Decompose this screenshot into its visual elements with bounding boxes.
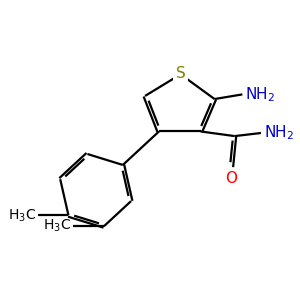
Text: H$_3$C: H$_3$C	[43, 218, 71, 235]
Text: O: O	[226, 171, 238, 186]
Text: H$_3$C: H$_3$C	[8, 207, 36, 224]
Text: S: S	[176, 66, 185, 81]
Text: NH$_2$: NH$_2$	[245, 85, 276, 104]
Text: NH$_2$: NH$_2$	[264, 124, 294, 142]
